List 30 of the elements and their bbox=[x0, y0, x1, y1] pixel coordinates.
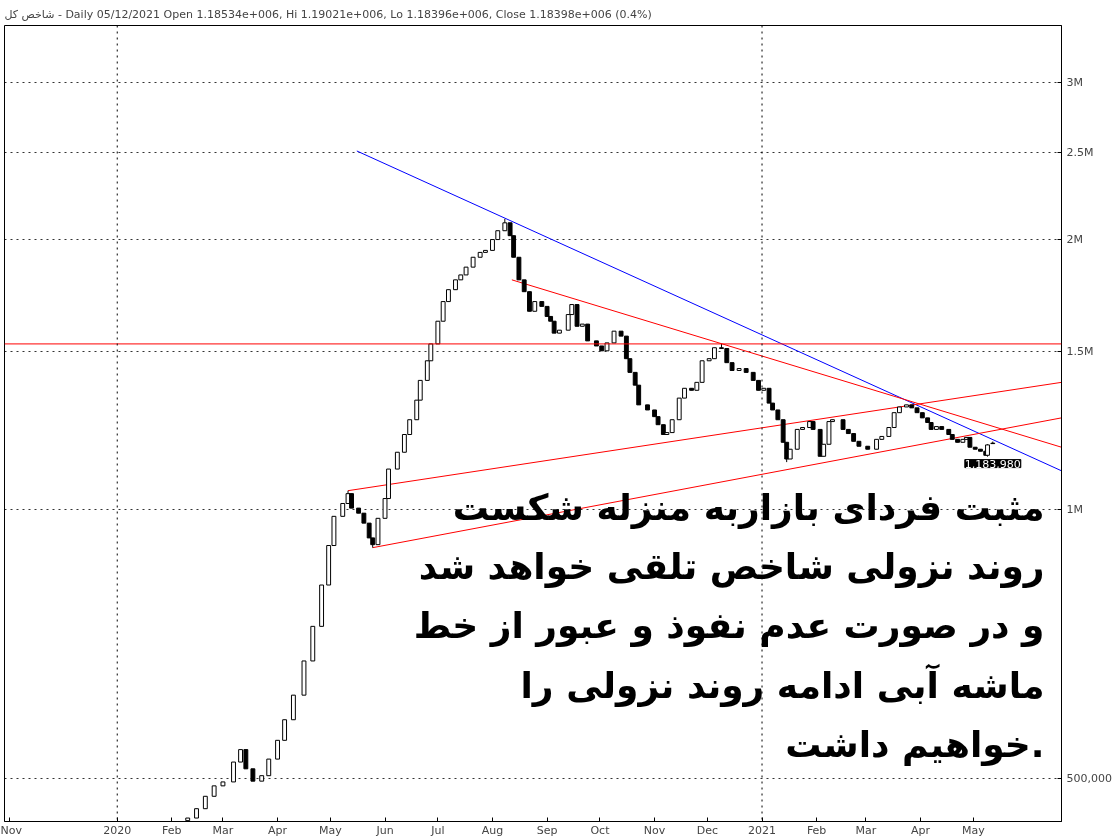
candlestick bbox=[282, 719, 288, 741]
x-tick-label: Mar bbox=[855, 823, 877, 837]
annotation: 1,183,980 bbox=[964, 457, 1021, 471]
x-tick-label: Jul bbox=[430, 823, 445, 837]
y-tick-label: 1M bbox=[1066, 502, 1083, 516]
y-tick-label: 1.5M bbox=[1066, 345, 1094, 359]
x-tick-label: Apr bbox=[268, 823, 288, 837]
annotation: مثبت فردای بازاربه منزله شکست روند نزولی شاخص تلقی خواهد شد و در صورت عدم نفوذ و عبور از خط ماشه آبی ادامه روند نزولی را خواهیم داشت. bbox=[413, 486, 1045, 767]
y-tick-label: 2.5M bbox=[1066, 146, 1094, 160]
candlestick bbox=[275, 739, 280, 760]
x-tick-label: 2020 bbox=[103, 823, 132, 837]
x-tick-label: Aug bbox=[481, 823, 504, 837]
x-tick-label: 2021 bbox=[748, 823, 777, 837]
x-tick-label: Nov bbox=[643, 823, 666, 837]
x-tick-label: May bbox=[319, 823, 343, 837]
x-tick-label: Mar bbox=[212, 823, 234, 837]
x-tick-label: Sep bbox=[536, 823, 558, 837]
x-tick-label: Nov bbox=[0, 823, 23, 837]
x-tick-label: Dec bbox=[696, 823, 719, 837]
y-tick-label: 2M bbox=[1066, 233, 1083, 247]
chart-title: شاخص کل - Daily 05/12/2021 Open 1.18534e+006, Hi 1.19021e+006, Lo 1.18396e+006, Close 1.18398e+006 (0.4%) bbox=[4, 7, 652, 21]
x-tick-label: Oct bbox=[590, 823, 611, 837]
x-tick-label: Apr bbox=[911, 823, 931, 837]
x-tick-label: Feb bbox=[162, 823, 182, 837]
y-tick-label: 3M bbox=[1066, 75, 1083, 89]
x-tick-label: May bbox=[962, 823, 986, 837]
x-tick-label: Feb bbox=[806, 823, 827, 837]
candlestick bbox=[231, 761, 236, 783]
y-tick-label: 500,000 bbox=[1066, 772, 1112, 786]
x-tick-label: Jun bbox=[375, 823, 394, 837]
